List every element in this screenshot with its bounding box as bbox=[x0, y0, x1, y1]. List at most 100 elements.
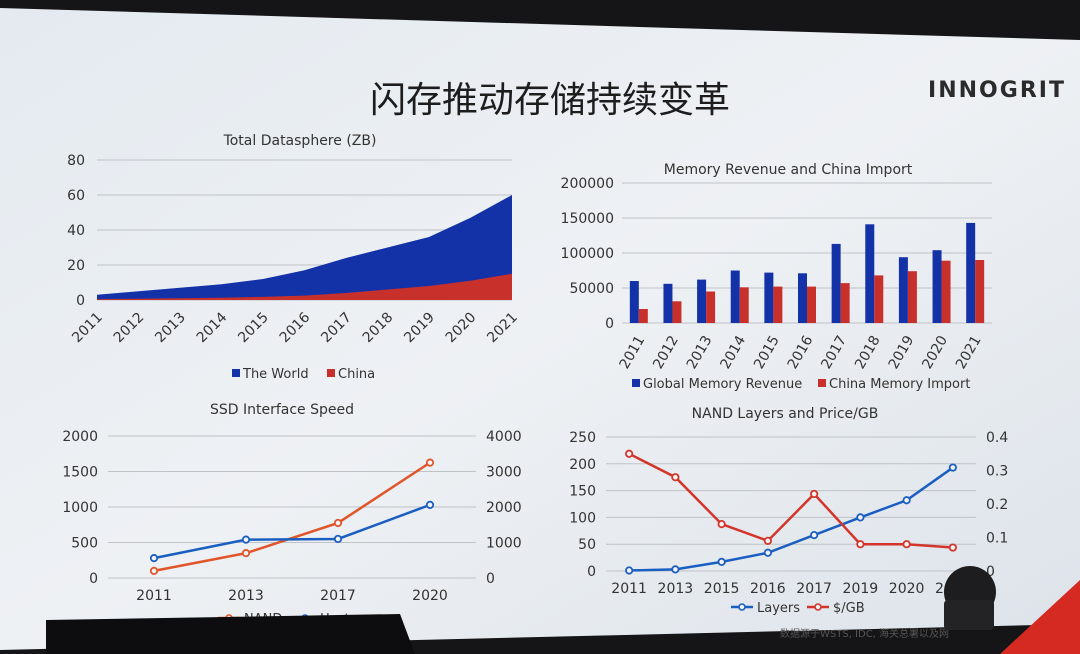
data-point bbox=[717, 557, 726, 566]
line-series-host bbox=[153, 503, 431, 560]
chart-title: NAND Layers and Price/GB bbox=[692, 406, 879, 422]
data-point bbox=[671, 565, 680, 574]
y-tick-label: 200000 bbox=[561, 176, 614, 192]
data-point bbox=[333, 534, 343, 544]
bar-global-2015 bbox=[764, 272, 774, 323]
data-point bbox=[810, 489, 819, 499]
y2-tick-label: 0.2 bbox=[986, 497, 1008, 513]
bar-global-2014 bbox=[730, 270, 740, 323]
stage-light-icon bbox=[944, 566, 996, 630]
y-tick-label: 50 bbox=[578, 537, 596, 553]
footnote: 数据源于WSTS, IDC, 海关总署以及网 bbox=[780, 627, 949, 640]
x-tick-label: 2017 bbox=[320, 588, 356, 604]
data-point bbox=[948, 543, 957, 552]
x-tick-label: 2011 bbox=[136, 588, 172, 604]
bar-global-2017 bbox=[831, 243, 841, 323]
legend-swatch bbox=[232, 369, 240, 377]
bar-global-2019 bbox=[898, 257, 908, 323]
bar-china-2012 bbox=[672, 301, 682, 323]
data-point bbox=[425, 458, 435, 467]
stage-corner-accent bbox=[1000, 580, 1080, 654]
y-tick-label: 100 bbox=[569, 510, 596, 526]
y2-tick-label: 2000 bbox=[486, 500, 522, 516]
y-tick-label: 20 bbox=[67, 258, 85, 274]
data-point bbox=[241, 549, 251, 558]
data-point bbox=[902, 496, 911, 505]
legend-label: Global Memory Revenue bbox=[643, 377, 802, 392]
x-tick-label: 2020 bbox=[889, 581, 925, 597]
data-point bbox=[717, 519, 726, 529]
data-point bbox=[902, 540, 911, 549]
x-tick-label: 2013 bbox=[228, 588, 264, 604]
bar-global-2013 bbox=[697, 279, 707, 323]
bar-china-2016 bbox=[807, 286, 816, 323]
legend-swatch bbox=[632, 379, 640, 387]
y2-tick-label: 0.1 bbox=[986, 531, 1008, 547]
legend-label: China bbox=[338, 367, 375, 382]
bar-china-2017 bbox=[840, 283, 850, 323]
y-tick-label: 250 bbox=[569, 430, 596, 446]
bar-global-2012 bbox=[663, 283, 673, 323]
bar-global-2021 bbox=[966, 222, 976, 323]
brand-logo: INNOGRIT bbox=[928, 78, 1066, 103]
data-point bbox=[241, 535, 251, 544]
y-tick-label: 200 bbox=[569, 457, 596, 473]
legend-label: The World bbox=[242, 367, 309, 382]
stage-monitor-silhouette bbox=[46, 614, 415, 654]
y2-tick-label: 0.4 bbox=[986, 430, 1008, 446]
x-tick-label: 2019 bbox=[843, 581, 879, 597]
legend-swatch bbox=[818, 379, 826, 387]
y-tick-label: 2000 bbox=[62, 429, 98, 445]
line-series-gb bbox=[628, 452, 953, 549]
legend-label: China Memory Import bbox=[829, 377, 970, 392]
slide-title: 闪存推动存储持续变革 bbox=[370, 80, 730, 121]
slide-screen bbox=[0, 8, 1080, 650]
x-tick-label: 2011 bbox=[611, 581, 647, 597]
x-tick-label: 2020 bbox=[412, 588, 448, 604]
data-point bbox=[671, 473, 680, 482]
chart-title: SSD Interface Speed bbox=[210, 402, 354, 418]
legend-label: $/GB bbox=[833, 601, 865, 616]
bar-china-2015 bbox=[773, 286, 783, 323]
x-tick-label: 2015 bbox=[704, 581, 740, 597]
y-tick-label: 50000 bbox=[569, 281, 614, 297]
x-tick-label: 2016 bbox=[750, 581, 786, 597]
area-series-world bbox=[97, 195, 512, 300]
bar-china-2019 bbox=[907, 271, 917, 323]
bar-global-2016 bbox=[798, 273, 807, 323]
y-tick-label: 40 bbox=[67, 223, 85, 239]
data-point bbox=[763, 548, 772, 557]
data-point bbox=[333, 518, 343, 528]
y2-tick-label: 0 bbox=[986, 564, 995, 580]
data-point bbox=[625, 449, 634, 458]
data-point bbox=[625, 566, 634, 575]
x-tick-label: 2017 bbox=[796, 581, 832, 597]
data-point bbox=[425, 500, 435, 509]
legend-label: Layers bbox=[757, 601, 800, 616]
bar-china-2011 bbox=[638, 309, 648, 323]
bar-global-2011 bbox=[629, 281, 639, 323]
y-tick-label: 1000 bbox=[62, 500, 98, 516]
bar-global-2020 bbox=[932, 250, 942, 323]
bar-china-2021 bbox=[975, 260, 985, 323]
y-tick-label: 0 bbox=[76, 293, 85, 309]
y2-tick-label: 0.3 bbox=[986, 464, 1008, 480]
y-tick-label: 0 bbox=[587, 564, 596, 580]
data-point bbox=[856, 513, 865, 522]
bar-china-2018 bbox=[874, 275, 884, 323]
chart-title: Memory Revenue and China Import bbox=[664, 162, 913, 178]
y-tick-label: 500 bbox=[71, 536, 98, 552]
bar-global-2018 bbox=[865, 224, 875, 323]
data-point bbox=[856, 540, 865, 549]
data-point bbox=[948, 463, 957, 472]
line-series-layers bbox=[629, 466, 954, 572]
y-tick-label: 150 bbox=[569, 484, 596, 500]
bar-china-2013 bbox=[706, 291, 716, 323]
y2-tick-label: 4000 bbox=[486, 429, 522, 445]
data-point bbox=[149, 566, 159, 576]
nand-line-chart: NAND Layers and Price/GB 0 50 100 150 200 250 0… bbox=[569, 406, 1008, 616]
y-tick-label: 0 bbox=[605, 316, 614, 332]
y-tick-label: 80 bbox=[67, 153, 85, 169]
y-tick-label: 60 bbox=[67, 188, 85, 204]
